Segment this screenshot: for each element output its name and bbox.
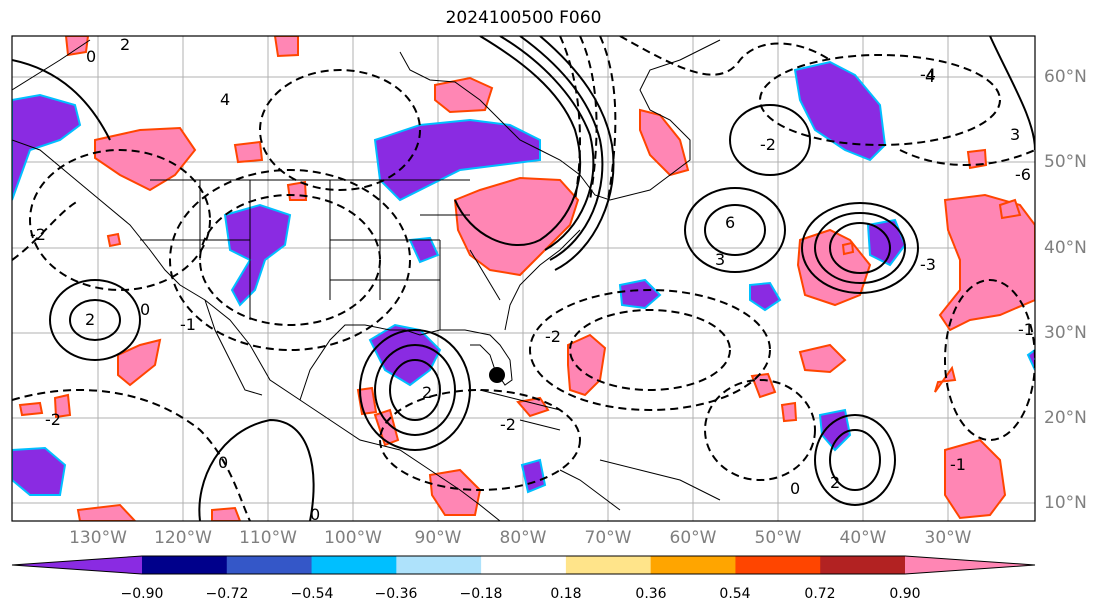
colorbar-tick-label: −0.36: [374, 586, 418, 602]
contour-label: -1: [180, 315, 196, 334]
lon-label: 110°W: [239, 528, 297, 548]
contour-label: -2: [45, 410, 61, 429]
lon-label: 70°W: [584, 528, 632, 548]
lat-label: 10°N: [1044, 493, 1087, 513]
lat-label: 60°N: [1044, 67, 1087, 87]
colorbar-tick-label: 0.72: [804, 586, 836, 602]
lat-label: 40°N: [1044, 238, 1087, 258]
contour-label: -4: [920, 65, 936, 84]
colorbar-tick-label: −0.18: [459, 586, 503, 602]
contour-label: -2: [500, 415, 516, 434]
map-title: 2024100500 F060: [445, 8, 602, 28]
lon-label: 120°W: [154, 528, 212, 548]
storm-center-dot: [489, 367, 505, 383]
contour-label: -2: [545, 327, 561, 346]
dashed-contours: [12, 36, 1035, 521]
contour-label: 0: [86, 47, 96, 66]
colorbar-tick-label: −0.54: [290, 586, 334, 602]
contour-labels: 0 2 4 6 -2 -4 4 2 -1 0 -2 3 -3 -2 2 -2 0…: [30, 35, 1034, 524]
contour-label: -6: [1015, 165, 1031, 184]
colorbar-tick-label: 0.36: [635, 586, 667, 602]
colorbar-tick-label: 0.18: [550, 586, 582, 602]
lat-label: 50°N: [1044, 152, 1087, 172]
coastlines: [12, 39, 721, 521]
map-frame: [11, 35, 1036, 522]
contour-label: 2: [120, 35, 130, 54]
contour-label: 6: [725, 213, 735, 232]
colorbar-tick-label: −0.72: [205, 586, 249, 602]
contour-label: -2: [760, 135, 776, 154]
contour-label: 4: [925, 67, 935, 86]
lon-label: 40°W: [839, 528, 887, 548]
contour-label: -1: [1018, 320, 1034, 339]
contour-label: 2: [85, 310, 95, 329]
contour-label: 0: [218, 453, 228, 472]
colorbar-tick-label: 0.54: [719, 586, 751, 602]
lon-label: 100°W: [324, 528, 382, 548]
lon-label: 50°W: [754, 528, 802, 548]
contour-label: 3: [715, 250, 725, 269]
contour-label: 3: [1010, 125, 1020, 144]
lon-label: 90°W: [414, 528, 462, 548]
colorbar-tick-label: 0.90: [889, 586, 921, 602]
lon-label: 60°W: [669, 528, 717, 548]
lat-label: 30°N: [1044, 323, 1087, 343]
contour-label: 2: [422, 383, 432, 402]
colorbar-tick-label: −0.90: [120, 586, 164, 602]
lon-label: 30°W: [924, 528, 972, 548]
contour-label: 4: [220, 90, 230, 109]
contour-label: -2: [30, 225, 46, 244]
lat-label: 20°N: [1044, 408, 1087, 428]
contour-label: 0: [140, 300, 150, 319]
contour-label: 2: [830, 473, 840, 492]
contour-label: -1: [950, 455, 966, 474]
negative-anomaly-areas: [12, 60, 1035, 496]
contour-label: 0: [790, 479, 800, 498]
lon-label: 130°W: [69, 528, 127, 548]
contour-label: -3: [920, 255, 936, 274]
contour-label: 0: [310, 505, 320, 524]
lon-label: 80°W: [499, 528, 547, 548]
